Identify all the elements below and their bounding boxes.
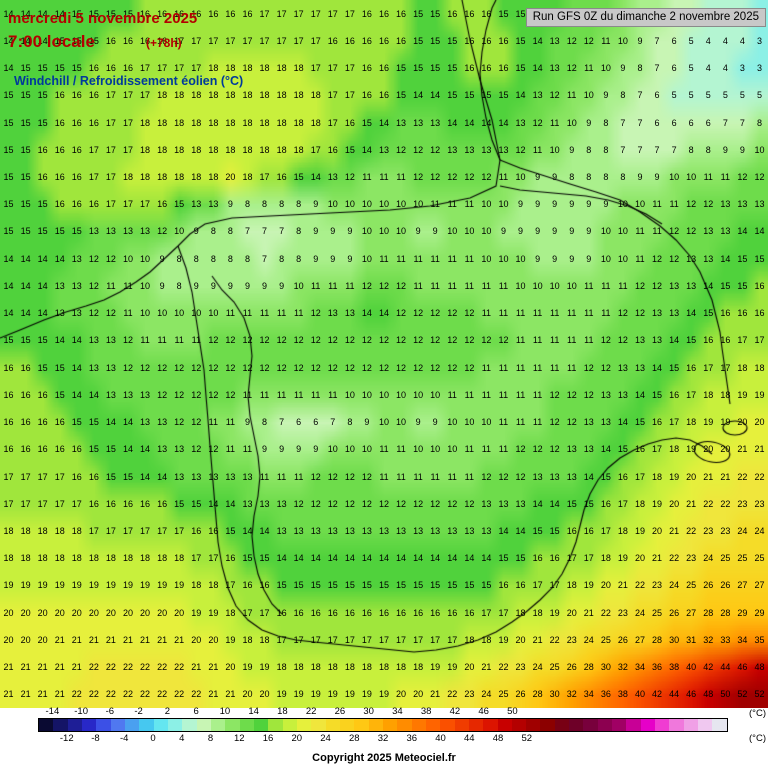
legend-label-bottom: 52 bbox=[521, 733, 533, 744]
legend-swatch bbox=[425, 719, 441, 731]
legend-label-top: 10 bbox=[219, 706, 231, 717]
legend-label-top: 50 bbox=[507, 706, 518, 717]
legend-swatch bbox=[225, 719, 240, 731]
legend-swatch bbox=[239, 719, 254, 731]
legend-swatch bbox=[325, 719, 340, 731]
legend-swatch bbox=[153, 719, 168, 731]
legend-swatch bbox=[81, 719, 97, 731]
legend-swatch bbox=[655, 719, 670, 731]
legend-label-top: 22 bbox=[305, 706, 317, 717]
legend-swatch bbox=[382, 719, 398, 731]
legend-swatch bbox=[210, 719, 226, 731]
legend-swatch bbox=[368, 719, 383, 731]
legend-color-bar bbox=[38, 718, 728, 732]
legend-swatch bbox=[282, 719, 297, 731]
legend-swatch bbox=[526, 719, 541, 731]
legend-swatch bbox=[253, 719, 269, 731]
map-title-date: mercredi 5 novembre 2025 bbox=[8, 10, 198, 27]
legend-swatch bbox=[497, 719, 512, 731]
legend-swatch bbox=[39, 719, 54, 731]
legend-label-bottom: -8 bbox=[91, 733, 100, 744]
legend-label-bottom: -4 bbox=[120, 733, 129, 744]
legend-swatch bbox=[454, 719, 469, 731]
legend-swatch bbox=[640, 719, 656, 731]
map-title-echeance: (+78h) bbox=[146, 36, 182, 50]
legend-label-top: -6 bbox=[105, 706, 115, 717]
legend-swatch bbox=[468, 719, 484, 731]
legend-swatch bbox=[683, 719, 699, 731]
legend-label-top: 18 bbox=[277, 706, 288, 717]
legend-label-top: 42 bbox=[449, 706, 461, 717]
legend-swatch bbox=[296, 719, 312, 731]
legend-label-bottom: 36 bbox=[406, 733, 418, 744]
weather-map-canvas bbox=[0, 0, 768, 708]
legend-label-top: 26 bbox=[334, 706, 346, 717]
legend-unit-bottom: (°C) bbox=[749, 733, 766, 744]
legend-swatch bbox=[554, 719, 570, 731]
legend-label-bottom: 16 bbox=[262, 733, 274, 744]
legend-label-bottom: -12 bbox=[59, 733, 74, 744]
legend-swatch bbox=[612, 719, 627, 731]
legend-label-bottom: 44 bbox=[463, 733, 475, 744]
legend-swatch bbox=[397, 719, 412, 731]
legend-label-bottom: 20 bbox=[291, 733, 303, 744]
legend-label-bottom: 12 bbox=[233, 733, 245, 744]
legend-swatch bbox=[440, 719, 455, 731]
legend-label-top: 34 bbox=[392, 706, 403, 717]
map-title-hour: 7:00 locale bbox=[8, 32, 95, 51]
legend-label-top: -2 bbox=[134, 706, 143, 717]
legend-swatch bbox=[540, 719, 555, 731]
legend-label-bottom: 24 bbox=[320, 733, 331, 744]
legend-label-bottom: 8 bbox=[207, 733, 214, 744]
legend-label-top: 2 bbox=[164, 706, 171, 717]
legend-swatch bbox=[311, 719, 326, 731]
legend-swatch bbox=[712, 719, 727, 731]
legend-label-top: 38 bbox=[420, 706, 432, 717]
legend-swatch bbox=[583, 719, 598, 731]
legend-unit-top: (°C) bbox=[749, 708, 766, 719]
legend-swatch bbox=[139, 719, 154, 731]
legend-swatch bbox=[182, 719, 197, 731]
legend-label-bottom: 32 bbox=[377, 733, 389, 744]
legend-label-top: 46 bbox=[478, 706, 489, 717]
legend-label-top: 14 bbox=[248, 706, 259, 717]
legend-swatch bbox=[569, 719, 584, 731]
legend-swatch bbox=[110, 719, 125, 731]
model-run-label: Run GFS 0Z du dimanche 2 novembre 2025 bbox=[525, 8, 766, 27]
legend-swatch bbox=[669, 719, 684, 731]
legend-label-bottom: 28 bbox=[348, 733, 360, 744]
legend-swatch bbox=[96, 719, 111, 731]
legend-label-top: 30 bbox=[363, 706, 374, 717]
legend-swatch bbox=[698, 719, 713, 731]
legend-swatch bbox=[511, 719, 527, 731]
legend-swatch bbox=[67, 719, 82, 731]
map-parameter-label: Windchill / Refroidissement éolien (°C) bbox=[14, 74, 244, 88]
legend-label-bottom: 4 bbox=[179, 733, 185, 744]
legend-swatch bbox=[483, 719, 498, 731]
legend-swatch bbox=[597, 719, 613, 731]
legend-label-top: 6 bbox=[193, 706, 199, 717]
legend-tick-labels: -14 -10 -6 -2 2 6 10 14 18 22 26 30 34 38 42 46 50 -12 -8-… bbox=[38, 706, 728, 744]
copyright-label: Copyright 2025 Meteociel.fr bbox=[312, 752, 456, 764]
legend-swatch bbox=[53, 719, 68, 731]
legend-label-top: -10 bbox=[74, 706, 88, 717]
legend-swatch bbox=[268, 719, 283, 731]
legend-label-bottom: 48 bbox=[492, 733, 504, 744]
legend-swatch bbox=[196, 719, 211, 731]
legend-label-bottom: 40 bbox=[435, 733, 446, 744]
legend-swatch bbox=[339, 719, 355, 731]
legend-swatch bbox=[124, 719, 140, 731]
color-scale-legend: -14 -10 -6 -2 2 6 10 14 18 22 26 30 34 38 42 46 50 -12 -8-… bbox=[0, 706, 768, 768]
legend-label-bottom: 0 bbox=[150, 733, 156, 744]
legend-label-top: -14 bbox=[45, 706, 60, 717]
legend-swatch bbox=[626, 719, 641, 731]
legend-swatch bbox=[167, 719, 183, 731]
legend-swatch bbox=[411, 719, 426, 731]
legend-swatch bbox=[354, 719, 369, 731]
